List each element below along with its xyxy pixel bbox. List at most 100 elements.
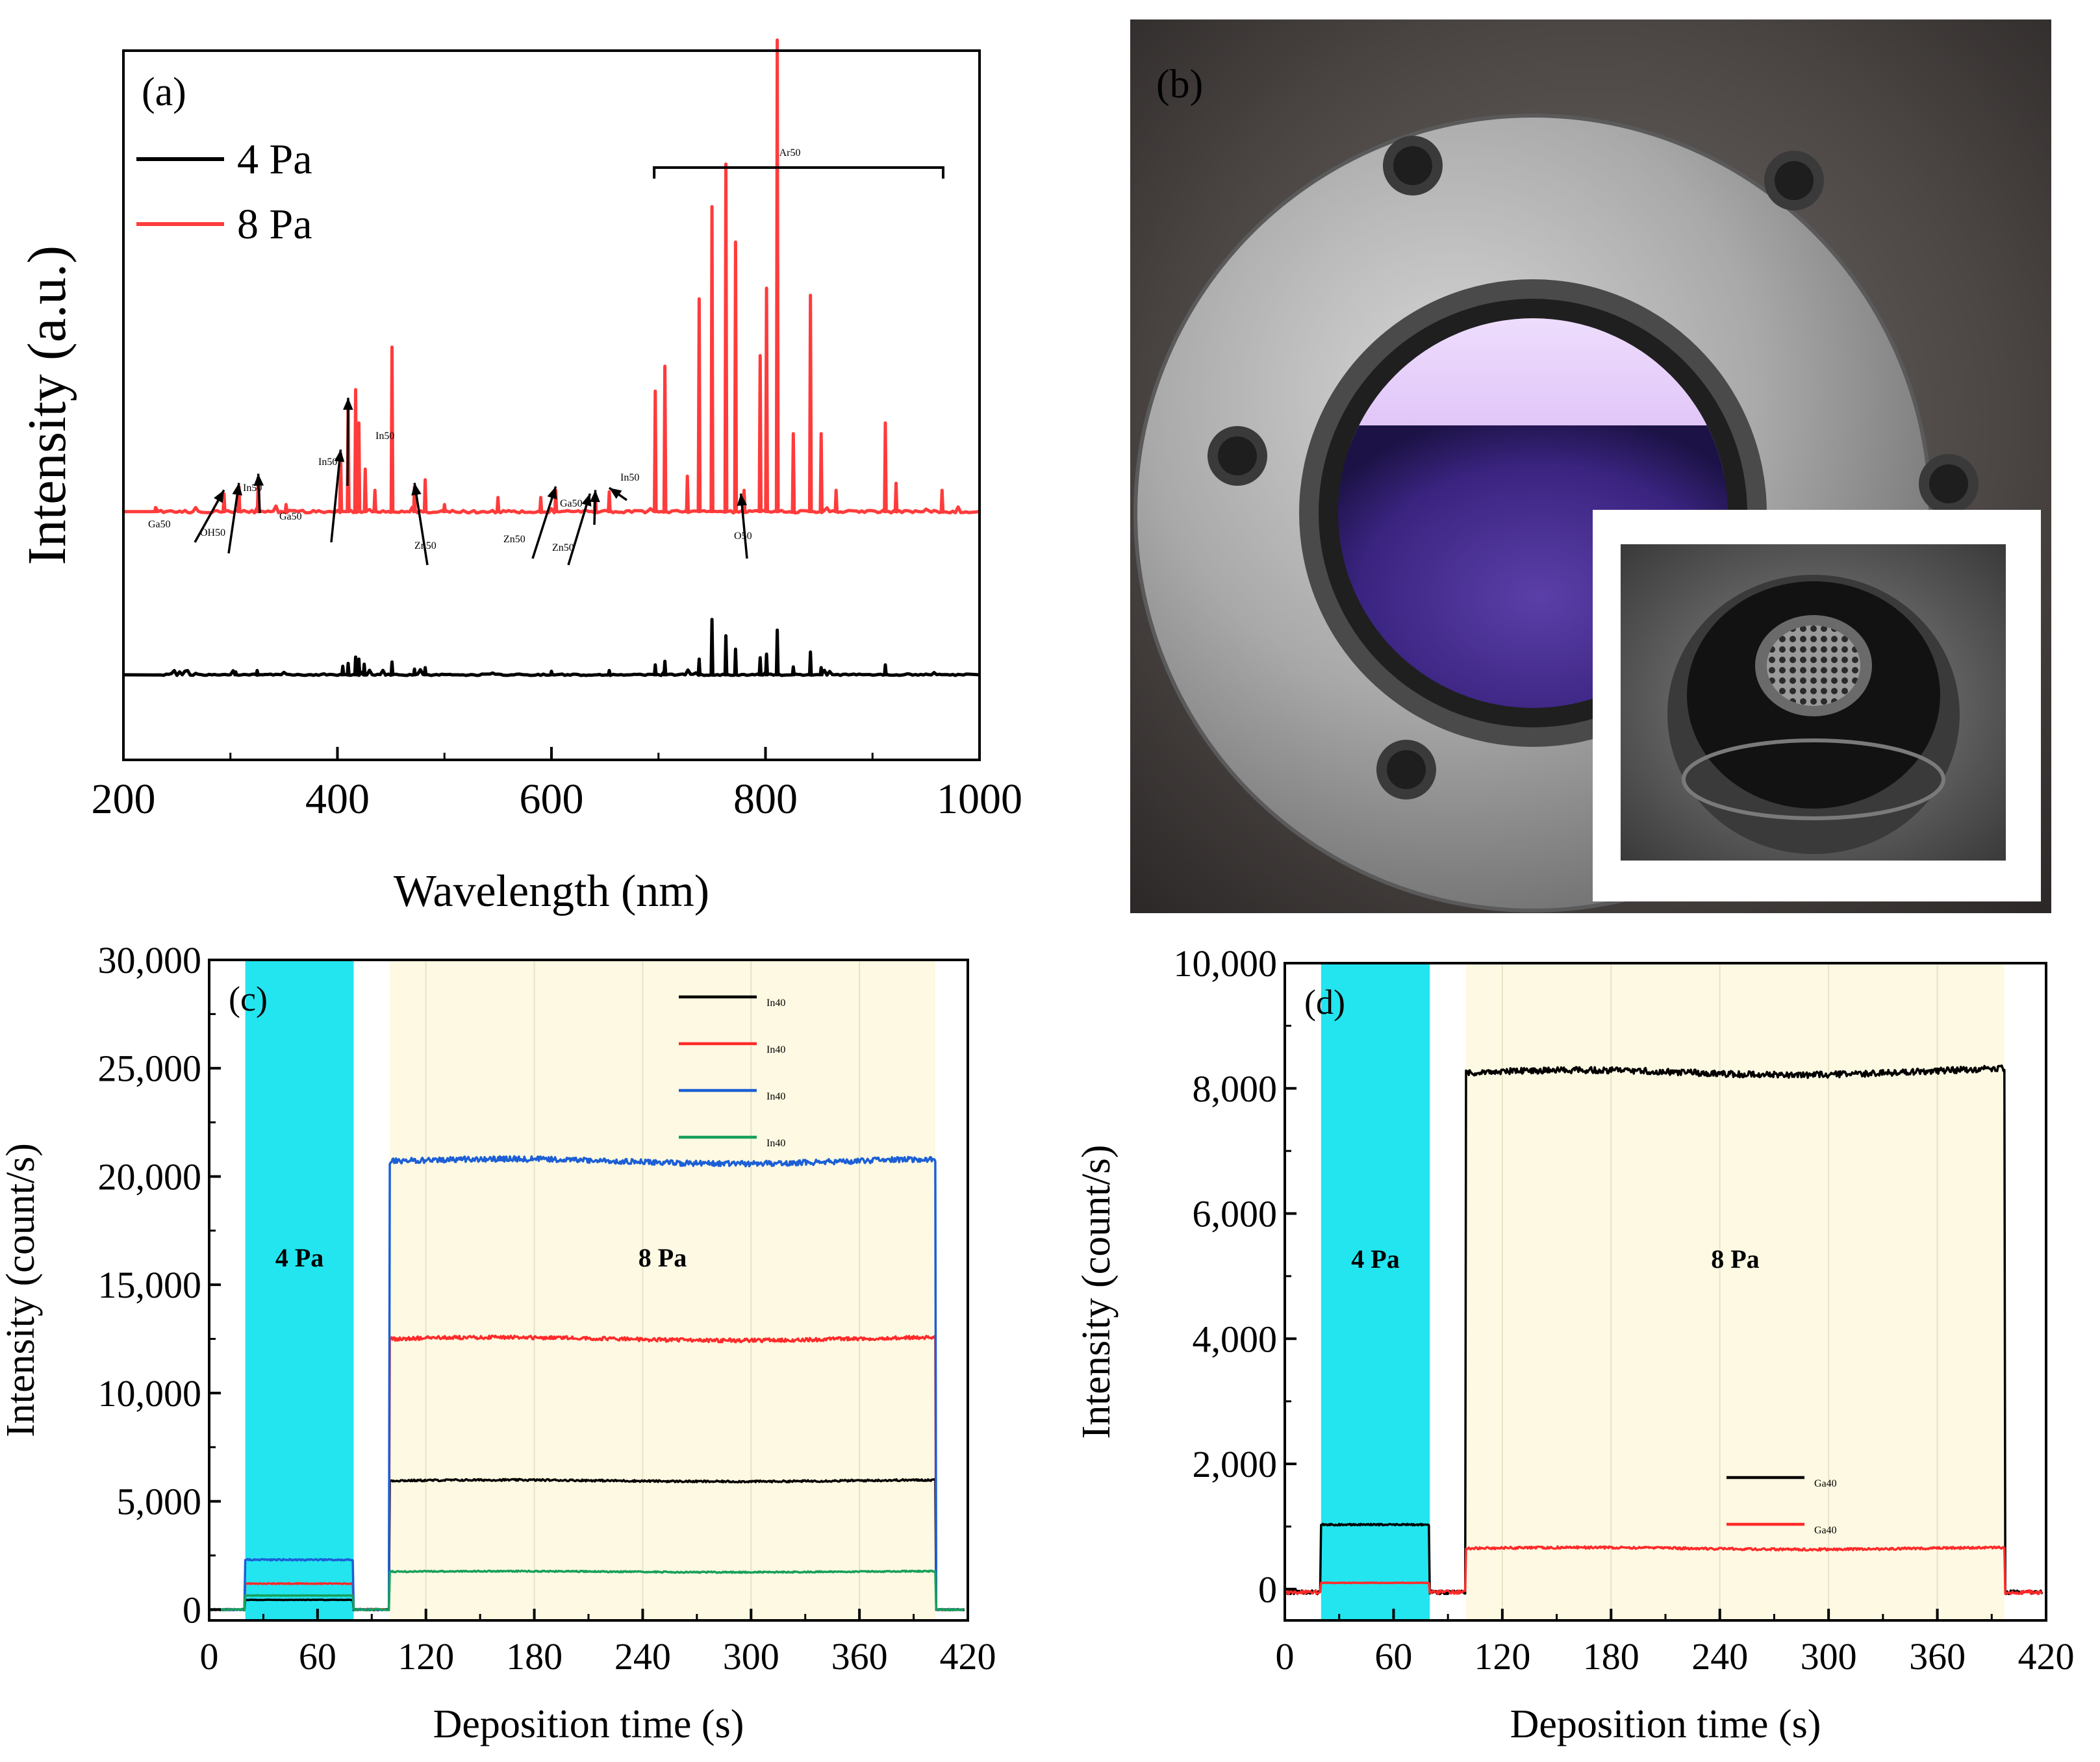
x-tick-label: 180 xyxy=(506,1635,563,1678)
label-base: In xyxy=(766,998,775,1009)
y-tick-label: 10,000 xyxy=(98,1372,202,1415)
y-tick-label: 0 xyxy=(1258,1568,1277,1611)
label-base: Ar xyxy=(779,147,791,158)
x-tick-label: 600 xyxy=(520,775,584,823)
label-base: Ga xyxy=(279,511,292,522)
bolt-3 xyxy=(1208,426,1267,486)
label: Zn50 xyxy=(552,542,574,553)
label-sup: 40 xyxy=(775,998,785,1009)
label-base: In xyxy=(766,1044,775,1055)
arrow-shaft xyxy=(567,493,591,566)
arrow-head xyxy=(334,449,345,462)
y-tick-label: 0 xyxy=(183,1589,201,1631)
region-8pa xyxy=(390,960,935,1620)
arrow-head xyxy=(737,493,748,507)
arrow-head xyxy=(214,490,224,503)
y-tick-label: 25,000 xyxy=(98,1048,202,1090)
label: OH50 xyxy=(200,527,225,538)
label: Ga40 xyxy=(1814,1525,1837,1536)
series-line xyxy=(1284,1064,2043,1596)
arrow-head xyxy=(232,483,242,496)
label: Ga40 xyxy=(1814,1478,1837,1489)
x-tick-label: 420 xyxy=(2018,1635,2075,1678)
label-base: In xyxy=(243,483,251,494)
arrow-head xyxy=(590,490,600,503)
label-sup: 40 xyxy=(775,1091,785,1102)
panel-a-spectrum: 200 400 600 800 1000 Wavelength (nm) Intensity… xyxy=(17,38,1022,916)
region-label: 4 Pa xyxy=(275,1243,323,1272)
panel-label: (d) xyxy=(1304,983,1345,1022)
label-base: Ga xyxy=(148,519,160,530)
label-sup: 50 xyxy=(564,542,574,553)
label-base: O xyxy=(734,531,742,542)
series-line-8pa xyxy=(123,38,980,515)
label: In40 xyxy=(766,1091,785,1102)
arrow-head xyxy=(253,473,264,486)
label: Ga50 xyxy=(560,498,583,509)
bolt-1 xyxy=(1383,136,1443,195)
series-line xyxy=(209,1569,965,1612)
arrow-head xyxy=(411,483,422,496)
arrow-head xyxy=(547,486,557,499)
x-axis-title: Deposition time (s) xyxy=(1510,1702,1821,1746)
label-sup: 40 xyxy=(1827,1525,1837,1536)
x-tick-label: 420 xyxy=(940,1635,996,1678)
x-tick-label: 240 xyxy=(1691,1635,1748,1678)
panel-c-time-series: 0 60 120 180 240 300 360 420 0 5,000 10,000 15,000 2… xyxy=(0,939,996,1746)
label-sup: 50 xyxy=(384,431,394,442)
label: In40 xyxy=(766,998,785,1009)
x-tick-label: 800 xyxy=(733,775,798,823)
label-sup: 40 xyxy=(775,1138,785,1149)
label-sup: 50 xyxy=(215,527,225,538)
x-tick-label: 300 xyxy=(1801,1635,1857,1678)
y-tick-label: 15,000 xyxy=(98,1264,202,1306)
label: Ga50 xyxy=(279,511,302,522)
legend-label: 4 Pa xyxy=(237,136,312,183)
series-line xyxy=(209,1155,965,1612)
label-sup: 50 xyxy=(426,540,436,551)
series-line xyxy=(1284,1545,2043,1596)
bolt-5 xyxy=(1376,740,1436,799)
x-tick-label: 0 xyxy=(200,1635,219,1678)
label: In50 xyxy=(375,431,394,442)
label-base: In xyxy=(766,1138,775,1149)
panel-b-label: (b) xyxy=(1156,62,1203,107)
label-base: Ga xyxy=(560,498,572,509)
label-sup: 50 xyxy=(629,472,639,483)
label-sup: 50 xyxy=(790,147,800,158)
x-tick-label: 1000 xyxy=(937,775,1022,823)
y-tick-label: 6,000 xyxy=(1193,1193,1278,1235)
series-line xyxy=(208,1478,965,1612)
label-base: In xyxy=(318,457,327,468)
panel-a-label: (a) xyxy=(142,70,186,114)
arrow-shaft xyxy=(330,449,342,543)
x-axis-title: Wavelength (nm) xyxy=(394,866,709,916)
arrow-shaft xyxy=(531,486,557,559)
arrow-shaft xyxy=(413,483,429,566)
y-tick-label: 4,000 xyxy=(1193,1318,1278,1360)
x-tick-label: 200 xyxy=(92,775,156,823)
x-tick-label: 240 xyxy=(614,1635,671,1678)
series-line-4pa xyxy=(123,618,980,677)
label-base: In xyxy=(766,1091,775,1102)
label-sup: 50 xyxy=(572,498,583,509)
y-tick-label: 8,000 xyxy=(1193,1068,1278,1110)
label: In40 xyxy=(766,1138,785,1149)
panel-label: (c) xyxy=(229,979,268,1018)
region-8pa xyxy=(1466,963,2005,1620)
y-axis-title: Intensity (count/s) xyxy=(0,1143,43,1437)
x-tick-label: 120 xyxy=(1474,1635,1530,1678)
arrow-head xyxy=(581,493,592,507)
panel-b-photo xyxy=(1130,19,2051,913)
label-base: Zn xyxy=(552,542,564,553)
y-axis-title: Intensity (count/s) xyxy=(1074,1145,1119,1439)
y-axis-title: Intensity (a.u.) xyxy=(17,245,77,565)
region-label: 8 Pa xyxy=(639,1243,687,1272)
arrow-head xyxy=(609,488,622,499)
label: In50 xyxy=(620,472,639,483)
label-base: In xyxy=(375,431,384,442)
label-sup: 50 xyxy=(292,511,302,522)
y-tick-label: 30,000 xyxy=(98,939,202,981)
inset-photo xyxy=(1621,544,2006,861)
label: Ar50 xyxy=(779,147,801,158)
